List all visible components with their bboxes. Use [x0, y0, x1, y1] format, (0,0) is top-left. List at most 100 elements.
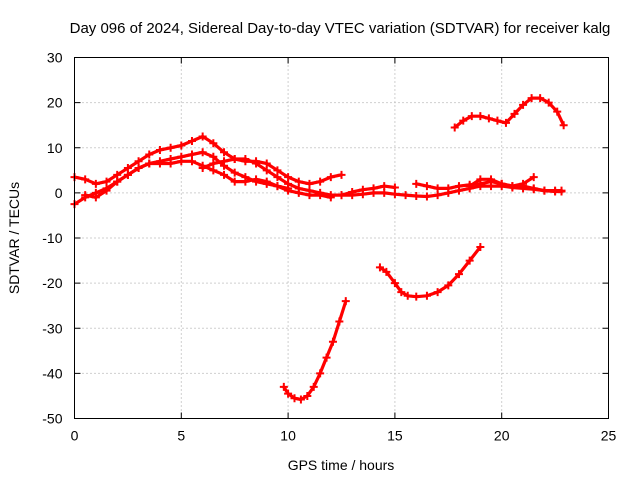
data-point — [123, 164, 132, 173]
series-arc-4 — [198, 155, 566, 201]
data-point — [305, 186, 314, 195]
y-tick-label: -10 — [42, 230, 62, 246]
data-point — [337, 191, 346, 200]
data-point — [177, 141, 186, 150]
y-tick-label: 30 — [47, 50, 63, 66]
data-point — [412, 292, 421, 301]
x-tick-label: 10 — [280, 428, 296, 444]
data-point — [510, 109, 519, 118]
y-tick-label: -20 — [42, 275, 62, 291]
data-point — [252, 159, 261, 168]
data-point — [412, 179, 421, 188]
data-point — [91, 193, 100, 202]
x-axis-label: GPS time / hours — [288, 457, 395, 473]
data-point — [459, 116, 468, 125]
data-point — [335, 317, 344, 326]
series-arc-7 — [465, 173, 538, 191]
data-point — [220, 148, 229, 157]
data-point — [397, 288, 406, 297]
data-point — [113, 177, 122, 186]
data-point — [209, 166, 218, 175]
data-point — [467, 112, 476, 121]
series-arc-9 — [375, 243, 485, 301]
data-point — [102, 186, 111, 195]
data-point — [501, 118, 510, 127]
data-point — [465, 256, 474, 265]
data-point — [220, 157, 229, 166]
data-point — [540, 186, 549, 195]
data-point — [230, 177, 239, 186]
data-point — [326, 191, 335, 200]
data-point — [198, 132, 207, 141]
data-point — [412, 192, 421, 201]
data-point — [337, 170, 346, 179]
data-point — [476, 112, 485, 121]
data-point — [401, 191, 410, 200]
x-tick-label: 20 — [494, 428, 510, 444]
data-point — [328, 337, 337, 346]
data-point — [380, 182, 389, 191]
data-point — [262, 177, 271, 186]
data-point — [454, 270, 463, 279]
data-point — [209, 159, 218, 168]
series-arc-8 — [279, 297, 350, 404]
data-point — [484, 114, 493, 123]
data-point — [209, 152, 218, 161]
data-point — [134, 157, 143, 166]
data-point — [134, 164, 143, 173]
data-point — [454, 182, 463, 191]
data-point — [155, 159, 164, 168]
data-point — [557, 186, 566, 195]
data-point — [273, 173, 282, 182]
data-point — [230, 168, 239, 177]
data-point — [487, 175, 496, 184]
series-arc-2 — [70, 132, 346, 188]
data-point — [450, 123, 459, 132]
data-point — [497, 179, 506, 188]
data-point — [544, 98, 553, 107]
data-point — [444, 281, 453, 290]
data-point — [262, 159, 271, 168]
data-point — [390, 190, 399, 199]
y-tick-labels: -50 -40 -30 -20 -10 0 10 20 30 — [42, 50, 62, 427]
y-tick-label: 10 — [47, 140, 63, 156]
data-point — [529, 173, 538, 182]
data-point — [553, 107, 562, 116]
data-point — [209, 139, 218, 148]
data-point — [241, 177, 250, 186]
data-point — [155, 146, 164, 155]
data-point — [322, 353, 331, 362]
data-point — [294, 177, 303, 186]
data-point — [102, 177, 111, 186]
data-point — [444, 184, 453, 193]
data-point — [316, 369, 325, 378]
data-point — [198, 164, 207, 173]
data-point — [230, 155, 239, 164]
data-point — [284, 179, 293, 188]
data-point — [91, 179, 100, 188]
series-line — [378, 245, 482, 299]
data-point — [284, 173, 293, 182]
data-point — [316, 177, 325, 186]
data-point — [358, 185, 367, 194]
data-point — [145, 150, 154, 159]
data-point — [527, 94, 536, 103]
data-point — [476, 243, 485, 252]
data-point — [422, 182, 431, 191]
data-point — [465, 182, 474, 191]
series-line — [72, 134, 344, 186]
data-point — [273, 166, 282, 175]
series-arc-5 — [337, 182, 399, 200]
y-tick-label: 20 — [47, 95, 63, 111]
data-point — [326, 173, 335, 182]
data-point — [375, 263, 384, 272]
data-point — [433, 184, 442, 193]
data-point — [519, 179, 528, 188]
data-point — [296, 395, 305, 404]
data-point — [81, 191, 90, 200]
data-point — [166, 143, 175, 152]
data-point — [177, 157, 186, 166]
data-point — [422, 291, 431, 300]
axis-ticks — [74, 57, 609, 419]
